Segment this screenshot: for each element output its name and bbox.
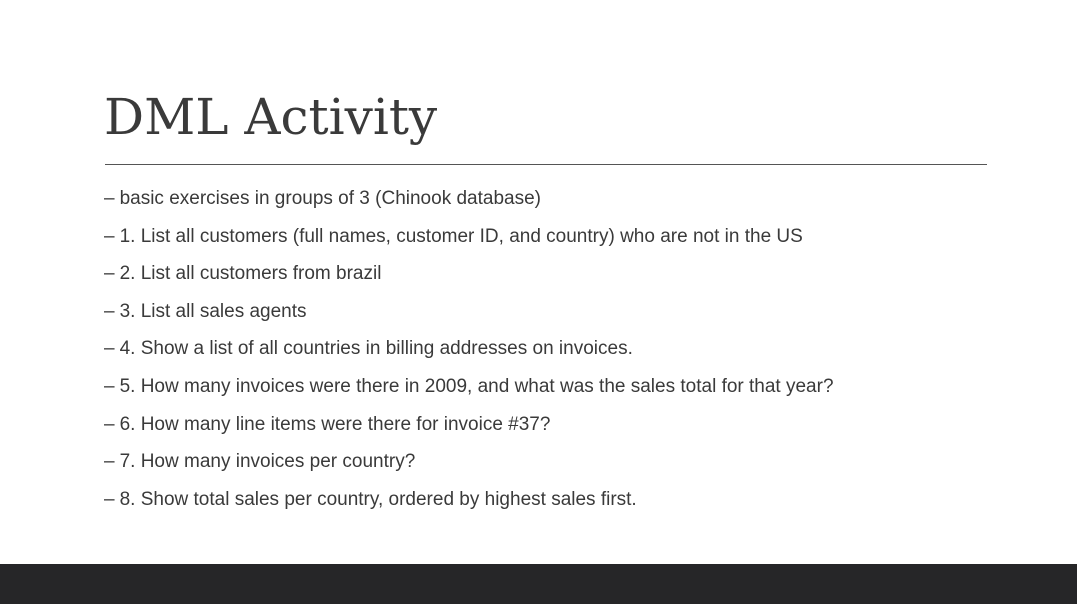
title-divider (105, 164, 987, 165)
slide-title: DML Activity (104, 88, 438, 146)
bullet-text: 1. List all customers (full names, custo… (119, 225, 803, 247)
bullet-text: 2. List all customers from brazil (119, 263, 382, 285)
footer-bar (0, 564, 1077, 604)
bullet-item: –8. Show total sales per country, ordere… (104, 487, 834, 525)
bullet-item: –5. How many invoices were there in 2009… (104, 374, 834, 412)
bullet-text: 8. Show total sales per country, ordered… (119, 488, 637, 510)
bullet-marker: – (104, 338, 115, 360)
bullet-marker: – (104, 413, 115, 435)
bullet-item: –1. List all customers (full names, cust… (104, 224, 834, 262)
bullet-item: –3. List all sales agents (104, 299, 834, 337)
bullet-marker: – (104, 451, 115, 473)
bullet-item: –4. Show a list of all countries in bill… (104, 336, 834, 374)
bullet-marker: – (104, 188, 115, 209)
bullet-text: basic exercises in groups of 3 (Chinook … (119, 188, 541, 209)
bullet-marker: – (104, 375, 115, 397)
bullet-text: 7. How many invoices per country? (119, 451, 416, 473)
bullet-marker: – (104, 488, 115, 510)
bullet-list: – basic exercises in groups of 3 (Chinook… (104, 186, 834, 524)
bullet-marker: – (104, 263, 115, 285)
bullet-item: –6. How many line items were there for i… (104, 412, 834, 450)
bullet-marker: – (104, 300, 115, 322)
bullet-item: –2. List all customers from brazil (104, 261, 834, 299)
bullet-text: 3. List all sales agents (119, 300, 307, 322)
bullet-item: –7. How many invoices per country? (104, 449, 834, 487)
bullet-marker: – (104, 225, 115, 247)
bullet-text: 5. How many invoices were there in 2009,… (119, 375, 834, 397)
bullet-item: – basic exercises in groups of 3 (Chinook… (104, 186, 834, 224)
bullet-text: 4. Show a list of all countries in billi… (119, 338, 633, 360)
bullet-text: 6. How many line items were there for in… (119, 413, 551, 435)
